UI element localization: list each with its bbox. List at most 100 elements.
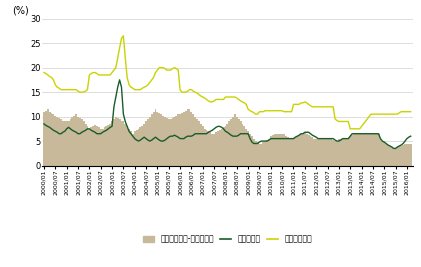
Bar xyxy=(245,129,247,166)
Bar xyxy=(88,129,90,166)
Bar xyxy=(187,109,189,166)
Bar xyxy=(349,136,351,166)
Bar xyxy=(72,117,73,166)
Bar xyxy=(338,139,340,166)
Bar xyxy=(202,126,204,166)
Bar xyxy=(362,134,365,166)
Bar xyxy=(151,114,153,166)
Bar xyxy=(370,134,372,166)
Bar xyxy=(270,136,272,166)
Bar xyxy=(223,127,224,166)
Bar xyxy=(79,117,81,166)
Bar xyxy=(198,121,200,166)
Bar xyxy=(287,137,289,166)
Bar xyxy=(69,119,72,166)
Bar xyxy=(277,134,279,166)
Bar xyxy=(90,127,92,166)
Bar xyxy=(77,117,79,166)
Bar xyxy=(312,137,313,166)
Bar xyxy=(325,139,327,166)
Bar xyxy=(232,117,234,166)
Bar xyxy=(123,121,124,166)
Bar xyxy=(56,117,58,166)
Bar xyxy=(306,134,308,166)
Bar xyxy=(290,139,293,166)
Bar xyxy=(340,139,342,166)
Bar xyxy=(372,134,374,166)
Bar xyxy=(279,134,281,166)
Bar xyxy=(105,126,107,166)
Bar xyxy=(104,127,105,166)
Bar xyxy=(185,111,187,166)
Bar xyxy=(43,112,45,166)
Bar xyxy=(54,116,56,166)
Bar xyxy=(230,119,232,166)
Bar xyxy=(196,119,198,166)
Bar xyxy=(166,117,168,166)
Bar xyxy=(272,135,274,166)
Bar xyxy=(177,114,179,166)
Bar xyxy=(253,139,255,166)
Bar xyxy=(83,121,85,166)
Bar xyxy=(268,139,270,166)
Bar xyxy=(309,136,312,166)
Bar xyxy=(85,124,87,166)
Bar xyxy=(47,109,49,166)
Legend: 央行基準利率-物價年增率, 物價年增率, 央行基準利率: 央行基準利率-物價年增率, 物價年增率, 央行基準利率 xyxy=(140,232,315,247)
Bar xyxy=(101,129,104,166)
Bar xyxy=(147,119,149,166)
Bar xyxy=(304,132,306,166)
Bar xyxy=(302,134,304,166)
Bar xyxy=(275,134,277,166)
Bar xyxy=(98,127,100,166)
Bar xyxy=(213,134,215,166)
Bar xyxy=(300,134,302,166)
Bar xyxy=(402,145,404,166)
Bar xyxy=(361,134,362,166)
Bar xyxy=(120,120,123,166)
Bar xyxy=(387,145,389,166)
Bar xyxy=(226,124,228,166)
Bar xyxy=(200,124,202,166)
Bar xyxy=(397,147,398,166)
Bar xyxy=(215,132,217,166)
Bar xyxy=(58,117,60,166)
Bar xyxy=(391,147,393,166)
Bar xyxy=(381,141,383,166)
Bar xyxy=(138,129,139,166)
Bar xyxy=(145,121,147,166)
Bar xyxy=(100,129,101,166)
Bar xyxy=(181,113,183,166)
Bar xyxy=(308,135,309,166)
Bar xyxy=(353,134,355,166)
Bar xyxy=(357,134,359,166)
Bar xyxy=(262,142,264,166)
Bar xyxy=(406,144,408,166)
Bar xyxy=(249,134,251,166)
Bar xyxy=(132,134,134,166)
Bar xyxy=(298,135,300,166)
Bar xyxy=(243,126,245,166)
Bar xyxy=(379,139,381,166)
Bar xyxy=(170,119,172,166)
Bar xyxy=(124,124,126,166)
Bar xyxy=(342,139,344,166)
Bar xyxy=(255,141,257,166)
Bar xyxy=(189,109,190,166)
Bar xyxy=(261,144,262,166)
Bar xyxy=(53,114,54,166)
Bar xyxy=(92,126,94,166)
Bar xyxy=(208,131,209,166)
Bar xyxy=(139,127,141,166)
Bar xyxy=(321,139,323,166)
Bar xyxy=(313,139,315,166)
Bar xyxy=(410,144,412,166)
Bar xyxy=(283,134,285,166)
Bar xyxy=(162,116,164,166)
Bar xyxy=(51,113,53,166)
Bar xyxy=(62,120,64,166)
Bar xyxy=(205,130,208,166)
Bar xyxy=(117,117,119,166)
Bar xyxy=(141,126,143,166)
Bar xyxy=(73,116,75,166)
